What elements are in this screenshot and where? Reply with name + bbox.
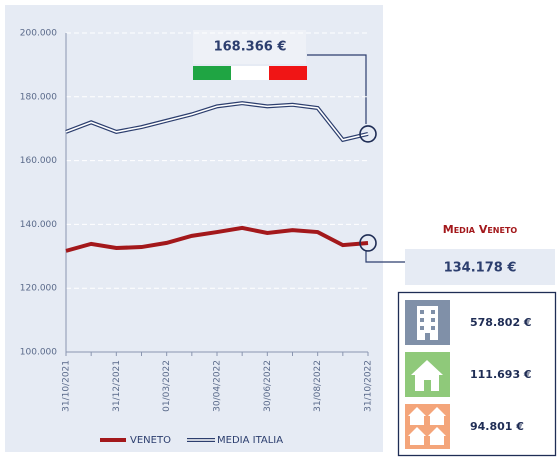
veneto-title: Media Veneto bbox=[443, 223, 518, 236]
price-house: 111.693 € bbox=[470, 368, 532, 381]
x-tick-label: 30/06/2022 bbox=[263, 360, 273, 412]
y-tick-label: 120.000 bbox=[20, 284, 57, 294]
veneto-box bbox=[405, 249, 555, 285]
price-building: 578.802 € bbox=[470, 316, 532, 329]
veneto-value: 134.178 € bbox=[444, 261, 517, 276]
end-marker bbox=[359, 125, 377, 143]
x-tick-label: 31/10/2021 bbox=[62, 360, 72, 412]
icon-houses bbox=[405, 404, 450, 449]
y-tick-label: 180.000 bbox=[20, 92, 57, 102]
y-tick-label: 100.000 bbox=[20, 348, 57, 358]
y-tick-label: 160.000 bbox=[20, 156, 57, 166]
flag-white bbox=[231, 66, 269, 80]
italia-value: 168.366 € bbox=[214, 40, 287, 55]
x-tick-label: 30/04/2022 bbox=[213, 360, 223, 412]
x-tick-label: 31/12/2021 bbox=[112, 360, 122, 412]
connector bbox=[365, 250, 405, 263]
end-marker bbox=[359, 234, 377, 252]
line-veneto bbox=[65, 225, 369, 253]
callout-box bbox=[193, 30, 306, 64]
x-tick-label: 31/10/2022 bbox=[364, 360, 374, 412]
y-tick-label: 140.000 bbox=[20, 220, 57, 230]
x-tick-label: 31/08/2022 bbox=[313, 360, 323, 412]
connector bbox=[307, 54, 367, 124]
flag-green bbox=[193, 66, 231, 80]
price-houses: 94.801 € bbox=[470, 420, 524, 433]
legend-label: VENETO bbox=[130, 435, 171, 446]
icon-house bbox=[405, 352, 450, 397]
legend-label: MEDIA ITALIA bbox=[217, 435, 283, 446]
line-italia-inner bbox=[65, 102, 369, 141]
y-tick-label: 200.000 bbox=[20, 29, 57, 39]
flag-red bbox=[269, 66, 307, 80]
x-tick-label: 01/03/2022 bbox=[162, 360, 172, 412]
icon-building bbox=[405, 300, 450, 345]
